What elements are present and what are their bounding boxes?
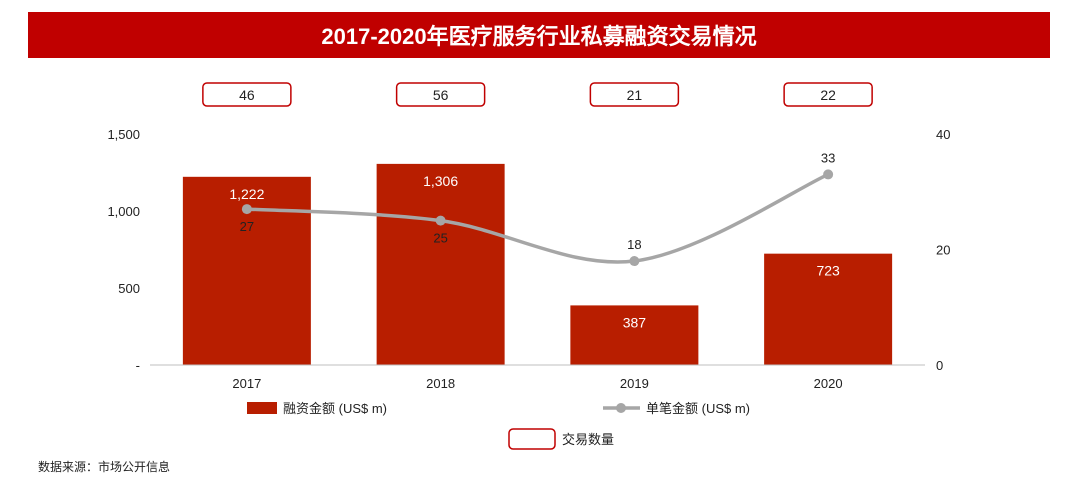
deal-count-boxes: 46 56 21 22 [202, 82, 873, 107]
x-axis-tick-label: 2020 [814, 376, 843, 391]
line-value-label: 33 [821, 150, 835, 165]
deal-count-box-2018 [395, 82, 486, 107]
left-y-axis: - 500 1,000 1,500 [107, 127, 140, 373]
x-axis-tick-label: 2019 [620, 376, 649, 391]
legend-line-label: 单笔金额 (US$ m) [646, 401, 750, 416]
line-value-label: 25 [433, 231, 447, 246]
deal-count-box-2017 [202, 82, 292, 107]
deal-count-box-2020 [783, 82, 873, 107]
legend: 融资金额 (US$ m) 单笔金额 (US$ m) 交易数量 [247, 401, 750, 450]
legend-bar-swatch [247, 402, 277, 414]
bar-value-label: 723 [816, 263, 840, 279]
deal-count-value: 21 [627, 87, 643, 103]
bar-2020 [764, 253, 893, 365]
right-axis-tick-label: 20 [936, 243, 950, 258]
line-value-label: 18 [627, 237, 641, 252]
bar-value-label: 1,306 [423, 173, 458, 189]
line-point-2019 [629, 256, 640, 267]
left-axis-tick-label: - [136, 358, 140, 373]
bar-series: 1,222 1,306 387 723 [182, 163, 893, 365]
bar-2018 [376, 163, 505, 365]
chart-title: 2017-2020年医疗服务行业私募融资交易情况 [28, 12, 1050, 58]
legend-box-label: 交易数量 [562, 432, 614, 447]
x-axis-tick-label: 2017 [232, 376, 261, 391]
bar-value-label: 387 [623, 314, 647, 330]
legend-line-marker [616, 403, 626, 413]
right-y-axis: 0 20 40 [936, 127, 950, 373]
deal-count-value: 22 [820, 87, 836, 103]
bar-value-label: 1,222 [229, 186, 264, 202]
legend-bar-label: 融资金额 (US$ m) [283, 401, 387, 416]
x-axis-tick-label: 2018 [426, 376, 455, 391]
line-series: 27 25 18 33 [240, 150, 835, 267]
legend-box-swatch [508, 428, 556, 450]
deal-count-box-2019 [589, 82, 680, 107]
x-axis-labels: 2017 2018 2019 2020 [232, 376, 842, 391]
line-point-2018 [435, 215, 446, 226]
left-axis-tick-label: 1,000 [107, 204, 140, 219]
line-point-2020 [823, 169, 834, 180]
line-value-label: 27 [240, 219, 254, 234]
right-axis-tick-label: 40 [936, 127, 950, 142]
right-axis-tick-label: 0 [936, 358, 943, 373]
line-point-2017 [241, 204, 252, 215]
deal-count-value: 46 [239, 87, 255, 103]
left-axis-tick-label: 1,500 [107, 127, 140, 142]
bar-2019 [570, 305, 699, 365]
line-series-path [246, 172, 829, 264]
deal-count-value: 56 [433, 87, 449, 103]
left-axis-tick-label: 500 [118, 281, 140, 296]
source-note: 数据来源：市场公开信息 [38, 460, 171, 474]
